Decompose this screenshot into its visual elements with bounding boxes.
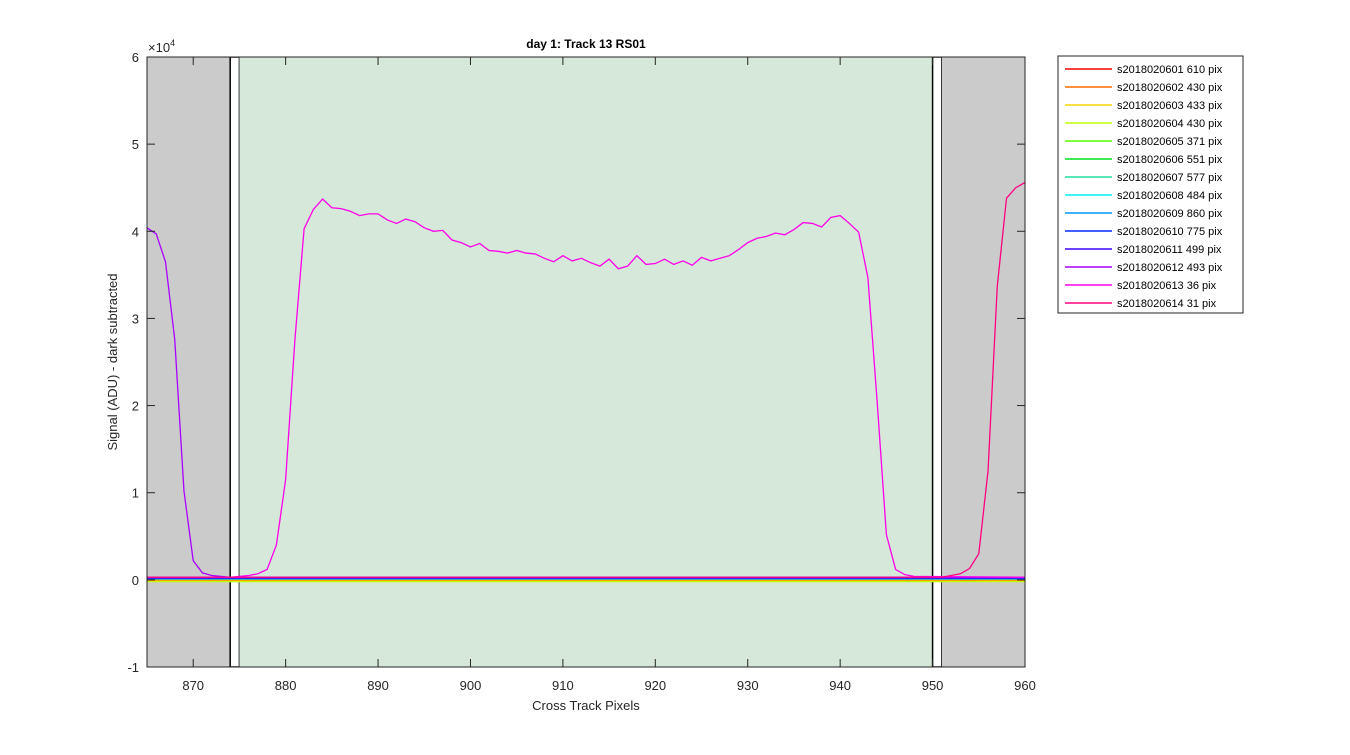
x-axis-label: Cross Track Pixels [532, 698, 640, 713]
y-tick-label: 1 [132, 486, 139, 501]
legend-label: s2018020613 36 pix [1117, 280, 1217, 292]
x-tick-label: 950 [922, 678, 944, 693]
y-tick-label: 2 [132, 399, 139, 414]
y-axis-label: Signal (ADU) - dark subtracted [105, 273, 120, 450]
legend-label: s2018020606 551 pix [1117, 154, 1223, 166]
region [941, 57, 1025, 667]
y-tick-label: 0 [132, 573, 139, 588]
legend-label: s2018020604 430 pix [1117, 118, 1223, 130]
x-tick-label: 870 [182, 678, 204, 693]
region [931, 57, 943, 667]
x-tick-label: 920 [644, 678, 666, 693]
legend-label: s2018020603 433 pix [1117, 100, 1223, 112]
legend-label: s2018020608 484 pix [1117, 190, 1223, 202]
legend-label: s2018020601 610 pix [1117, 64, 1223, 76]
legend-label: s2018020612 493 pix [1117, 262, 1223, 274]
x-tick-label: 880 [275, 678, 297, 693]
axes-box [146, 56, 1026, 668]
y-tick-label: 3 [132, 311, 139, 326]
series-line [147, 198, 1025, 578]
legend-label: s2018020602 430 pix [1117, 82, 1223, 94]
y-tick-label: 6 [132, 50, 139, 65]
legend-label: s2018020614 31 pix [1117, 298, 1217, 310]
legend-label: s2018020607 577 pix [1117, 172, 1223, 184]
x-tick-label: 890 [367, 678, 389, 693]
chart-title: day 1: Track 13 RS01 [526, 37, 646, 51]
y-tick-label: 4 [132, 224, 139, 239]
y-multiplier-exponent: 4 [170, 38, 175, 48]
y-tick-label: -1 [127, 660, 139, 675]
legend-label: s2018020609 860 pix [1117, 208, 1223, 220]
region [147, 57, 231, 667]
x-tick-label: 930 [737, 678, 759, 693]
y-multiplier: ×104 [148, 38, 175, 55]
y-tick-label: 5 [132, 137, 139, 152]
legend-label: s2018020605 371 pix [1117, 136, 1223, 148]
series-line [147, 181, 1025, 578]
legend-label: s2018020610 775 pix [1117, 226, 1223, 238]
x-tick-label: 910 [552, 678, 574, 693]
region [229, 57, 241, 667]
x-tick-label: 940 [829, 678, 851, 693]
y-multiplier-base: ×10 [148, 40, 170, 55]
x-tick-label: 900 [460, 678, 482, 693]
legend-label: s2018020611 499 pix [1117, 244, 1222, 256]
x-tick-label: 960 [1014, 678, 1036, 693]
legend-box [1057, 55, 1244, 314]
region [239, 57, 933, 667]
